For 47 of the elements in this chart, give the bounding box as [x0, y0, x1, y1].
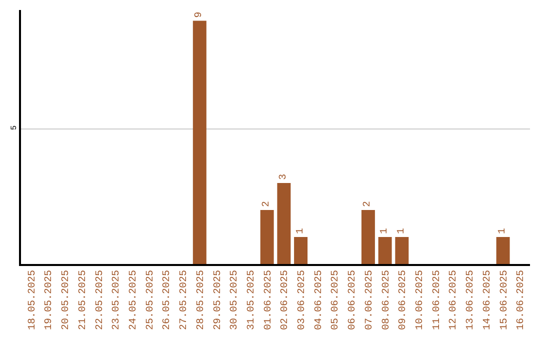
bar	[294, 236, 308, 264]
x-tick-label: 11.06.2025	[432, 270, 443, 330]
x-tick-label: 18.05.2025	[27, 270, 38, 330]
x-tick-label: 06.06.2025	[348, 270, 359, 330]
x-tick-label: 25.05.2025	[145, 270, 156, 330]
x-tick-label: 05.06.2025	[330, 270, 342, 330]
bar	[395, 236, 409, 264]
x-tick-label: 07.06.2025	[364, 270, 376, 330]
bar	[192, 20, 206, 264]
data-label: 2	[362, 200, 374, 207]
data-label: 2	[262, 200, 273, 207]
x-tick-label: 31.05.2025	[246, 270, 258, 330]
x-tick-label: 27.05.2025	[179, 270, 190, 330]
bar	[378, 236, 392, 264]
bar	[277, 182, 291, 264]
x-tick-label: 13.06.2025	[466, 270, 477, 330]
bar	[260, 210, 274, 264]
x-tick-label: 16.06.2025	[516, 270, 528, 330]
x-tick-label: 22.05.2025	[94, 270, 106, 330]
x-tick-label: 15.06.2025	[499, 270, 510, 330]
x-tick-label: 04.06.2025	[314, 270, 325, 330]
x-tick-label: 12.06.2025	[448, 270, 460, 330]
data-label: 1	[396, 228, 408, 234]
data-label: 9	[194, 12, 206, 18]
data-label: 3	[278, 174, 290, 180]
bar	[361, 210, 375, 264]
data-label: 1	[295, 228, 306, 234]
data-label: 1	[498, 228, 509, 234]
x-tick-label: 02.06.2025	[280, 270, 292, 330]
y-tick-label: 5	[10, 125, 19, 130]
x-tick-label: 08.06.2025	[381, 270, 392, 330]
x-tick-label: 23.05.2025	[112, 270, 123, 330]
x-tick-label: 10.06.2025	[415, 270, 426, 330]
x-tick-label: 14.06.2025	[482, 270, 494, 330]
bar	[496, 236, 510, 264]
data-label: 1	[380, 228, 391, 234]
x-tick-label: 09.06.2025	[398, 270, 410, 330]
x-tick-label: 20.05.2025	[61, 270, 72, 330]
x-tick-label: 26.05.2025	[162, 270, 174, 330]
x-tick-label: 21.05.2025	[78, 270, 89, 330]
x-tick-label: 01.06.2025	[263, 270, 274, 330]
x-tick-label: 03.06.2025	[297, 270, 308, 330]
x-tick-label: 29.05.2025	[212, 270, 224, 330]
x-tick-label: 19.05.2025	[44, 270, 56, 330]
x-tick-label: 28.05.2025	[196, 270, 207, 330]
x-tick-label: 24.05.2025	[128, 270, 140, 330]
x-tick-label: 30.05.2025	[230, 270, 241, 330]
